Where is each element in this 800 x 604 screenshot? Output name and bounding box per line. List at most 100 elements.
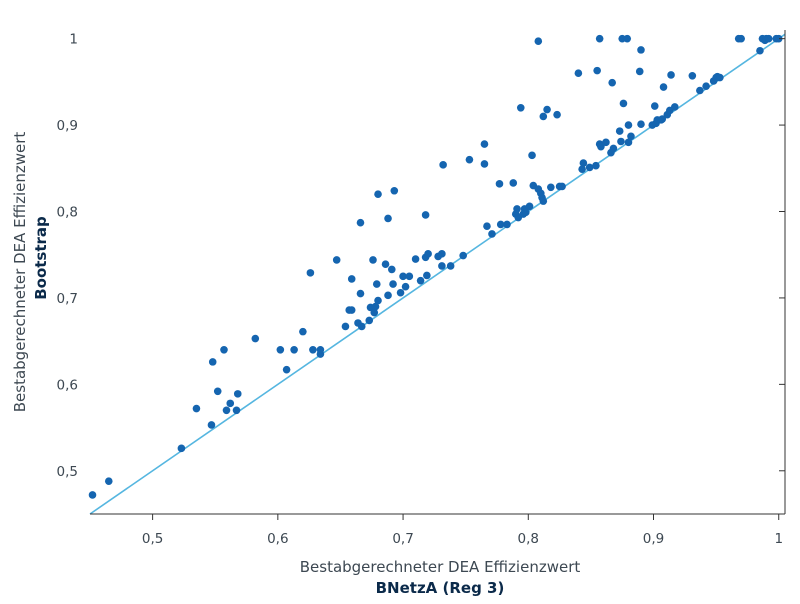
- data-point: [513, 205, 521, 213]
- data-point: [624, 138, 633, 147]
- data-point: [233, 390, 242, 398]
- data-point: [347, 306, 356, 314]
- data-point: [208, 358, 217, 366]
- data-point: [299, 327, 307, 336]
- data-point: [369, 256, 377, 264]
- data-point: [525, 202, 534, 211]
- data-point: [702, 82, 710, 90]
- data-point: [764, 34, 773, 43]
- data-point: [401, 282, 410, 291]
- y-ticks-layer: 0,5 0,6 0,7 0,8 0,9 1: [57, 32, 785, 480]
- data-point: [615, 127, 624, 135]
- data-point: [528, 151, 536, 160]
- data-point: [623, 34, 632, 43]
- data-point: [341, 322, 350, 331]
- data-point: [384, 214, 392, 223]
- data-point: [459, 251, 467, 260]
- data-point: [390, 186, 399, 195]
- data-point: [290, 345, 298, 354]
- data-point: [439, 161, 447, 169]
- data-point: [282, 365, 291, 374]
- data-point: [309, 345, 317, 354]
- data-point: [213, 387, 222, 396]
- data-point: [609, 144, 618, 153]
- x-tick-label: 0,6: [267, 531, 288, 547]
- data-point: [696, 86, 704, 95]
- y-tick-label: 0,5: [57, 464, 78, 480]
- data-point: [617, 137, 625, 146]
- y-axis-title: Bestabgerechneter DEA Effizienzwert: [11, 132, 29, 413]
- data-point: [207, 421, 216, 429]
- data-point: [222, 406, 231, 415]
- data-point: [405, 272, 414, 281]
- data-point: [365, 316, 374, 325]
- data-point: [543, 105, 551, 114]
- data-point: [659, 83, 668, 91]
- data-point: [396, 288, 405, 297]
- data-point: [421, 211, 430, 219]
- data-point: [716, 73, 724, 82]
- y-axis-title-bold: Bootstrap: [32, 216, 50, 300]
- data-point: [226, 399, 235, 408]
- data-point: [416, 276, 425, 285]
- data-point: [539, 112, 548, 121]
- data-point: [578, 165, 586, 173]
- data-point: [387, 265, 396, 274]
- x-tick-label: 0,8: [518, 531, 539, 547]
- data-point: [597, 142, 605, 151]
- data-point: [671, 103, 679, 111]
- data-point: [624, 121, 633, 129]
- data-point: [619, 99, 628, 108]
- data-point: [356, 218, 365, 227]
- data-point: [438, 250, 446, 258]
- data-point: [774, 34, 783, 43]
- x-ticks-layer: 0,5 0,6 0,7 0,8 0,9 1: [142, 514, 783, 547]
- data-point: [595, 34, 604, 43]
- data-point: [316, 345, 325, 354]
- data-point: [496, 220, 505, 229]
- data-point: [553, 110, 561, 119]
- y-tick-label: 0,6: [57, 377, 78, 393]
- data-point: [384, 291, 392, 300]
- data-point: [374, 296, 382, 305]
- data-point: [534, 37, 543, 46]
- data-point: [276, 345, 285, 354]
- data-point: [483, 222, 491, 230]
- data-point: [232, 406, 241, 415]
- data-point: [756, 46, 764, 55]
- x-tick-label: 0,9: [643, 531, 664, 547]
- x-tick-label: 0,7: [392, 531, 413, 547]
- data-point: [547, 183, 555, 192]
- data-point: [104, 477, 113, 485]
- data-point: [608, 78, 616, 87]
- data-point: [371, 302, 380, 311]
- data-point: [372, 280, 381, 288]
- data-point: [220, 345, 228, 354]
- data-point: [737, 34, 745, 43]
- data-point: [480, 160, 489, 168]
- y-tick-label: 0,8: [57, 205, 78, 221]
- data-points-layer: [88, 34, 783, 499]
- data-point: [667, 71, 675, 79]
- data-point: [411, 255, 420, 263]
- data-point: [539, 197, 548, 205]
- data-point: [635, 67, 644, 76]
- data-point: [374, 190, 382, 199]
- y-tick-label: 0,9: [57, 118, 78, 134]
- axes-layer: [90, 30, 786, 515]
- data-point: [658, 115, 667, 123]
- data-point: [438, 262, 446, 270]
- data-point: [251, 334, 260, 343]
- data-point: [579, 159, 588, 167]
- data-point: [602, 138, 610, 147]
- data-point: [370, 308, 379, 317]
- data-point: [306, 269, 315, 277]
- data-point: [424, 250, 432, 258]
- y-tick-label: 0,7: [57, 291, 78, 307]
- data-point: [574, 69, 583, 78]
- data-point: [503, 220, 511, 229]
- data-point: [637, 120, 645, 129]
- data-point: [177, 444, 186, 453]
- data-point: [465, 155, 474, 164]
